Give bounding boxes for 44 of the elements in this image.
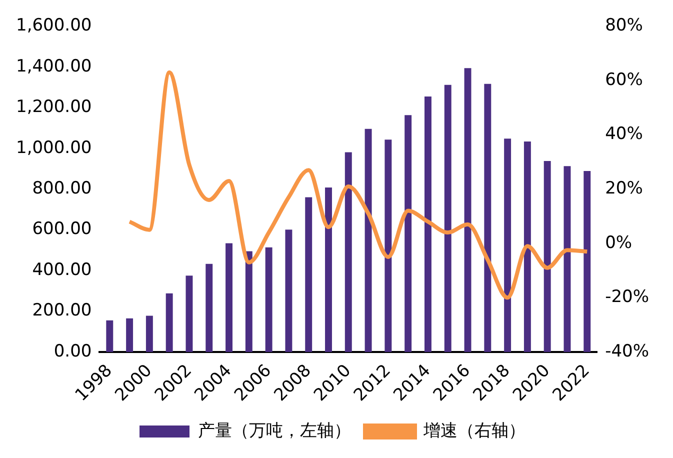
- bar: [464, 68, 472, 352]
- bar: [544, 160, 551, 352]
- bar: [285, 230, 292, 352]
- bar: [325, 187, 332, 352]
- y-tick-label: 1,600.00: [16, 16, 92, 36]
- y2-tick-label: 20%: [605, 178, 643, 199]
- bar: [186, 276, 193, 352]
- y2-tick-label: 60%: [605, 70, 643, 90]
- bar: [524, 141, 531, 352]
- bar: [444, 84, 452, 352]
- bar: [384, 140, 392, 352]
- legend-label: 增速（右轴）: [422, 420, 526, 441]
- bar: [206, 264, 213, 352]
- y-tick-label: 1,400.00: [16, 56, 92, 76]
- y-tick-label: 400.00: [32, 260, 92, 280]
- y-tick-label: 200.00: [32, 300, 92, 321]
- y-tick-label: 1,200.00: [16, 97, 92, 118]
- bar: [106, 320, 114, 352]
- bar: [166, 293, 173, 352]
- bar: [146, 316, 153, 352]
- bar: [504, 138, 512, 352]
- bar: [564, 166, 571, 352]
- bar: [584, 170, 591, 352]
- y2-tick-label: 40%: [605, 124, 643, 144]
- bar: [265, 247, 272, 352]
- bar: [484, 84, 492, 352]
- y-tick-label: 600.00: [32, 219, 92, 240]
- bar: [245, 251, 252, 352]
- y2-tick-label: 0%: [605, 232, 632, 253]
- bar: [404, 115, 412, 352]
- bar: [305, 197, 312, 352]
- bar: [226, 243, 233, 352]
- y-tick-label: 1,000.00: [16, 138, 92, 158]
- bar: [126, 318, 134, 352]
- bar: [364, 128, 372, 352]
- y2-tick-label: 80%: [605, 16, 643, 36]
- bar: [424, 96, 432, 352]
- y-tick-label: 0.00: [54, 341, 92, 362]
- y-tick-label: 800.00: [32, 178, 92, 199]
- bar: [344, 152, 352, 352]
- y2-tick-label: -20%: [605, 287, 649, 308]
- line-series: [128, 70, 590, 300]
- y2-tick-label: -40%: [605, 341, 649, 362]
- legend-label: 产量（万吨，左轴）: [198, 420, 351, 441]
